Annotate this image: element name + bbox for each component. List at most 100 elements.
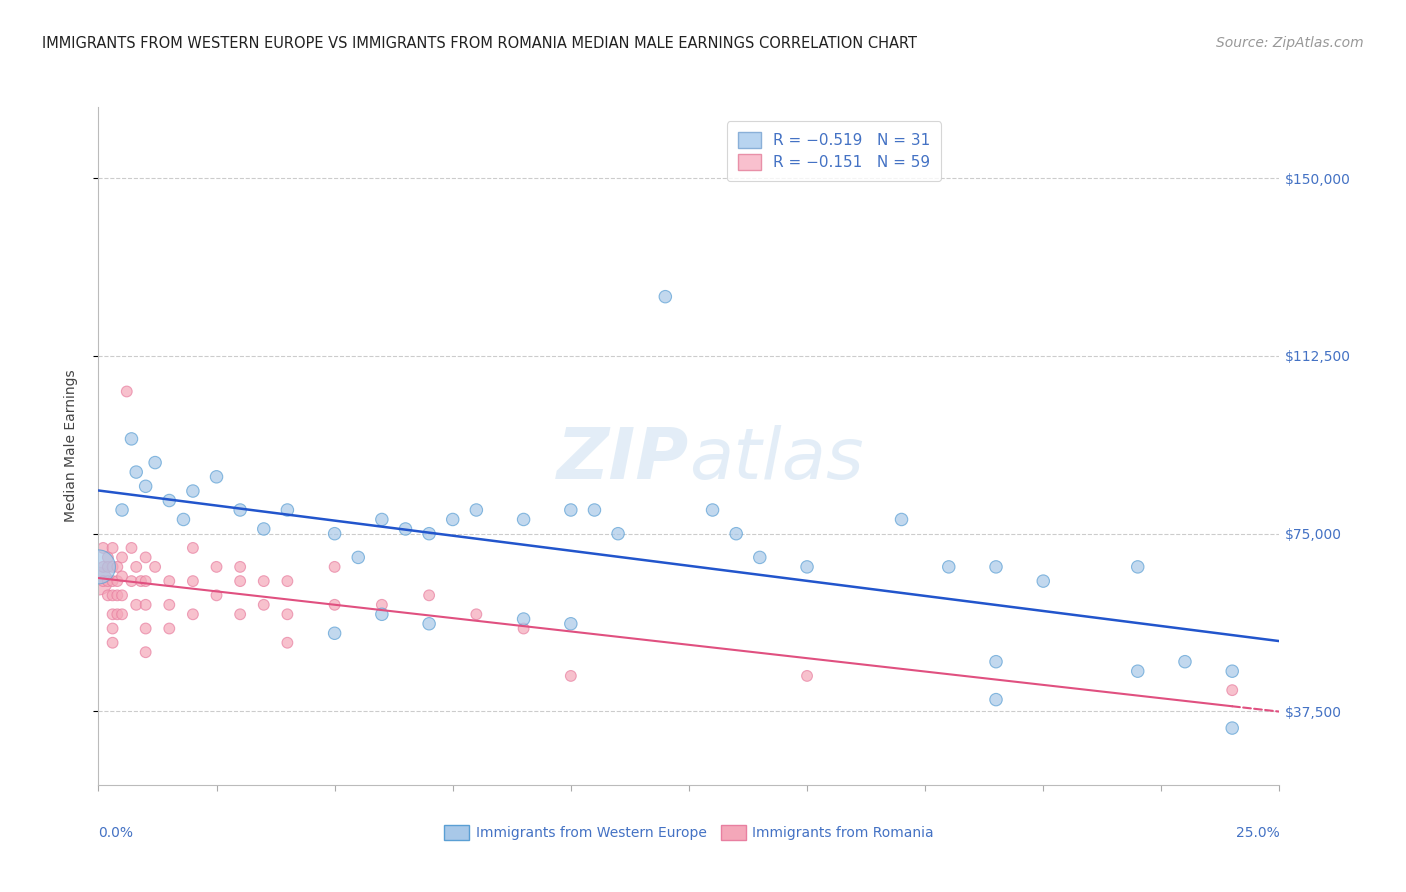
Point: [371, 512, 394, 526]
Point: [512, 512, 534, 526]
Text: Source: ZipAtlas.com: Source: ZipAtlas.com: [1216, 36, 1364, 50]
Point: [371, 607, 394, 622]
Point: [91, 541, 114, 555]
Point: [276, 503, 298, 517]
Point: [938, 560, 960, 574]
Point: [253, 574, 276, 588]
Point: [101, 636, 124, 650]
Point: [157, 493, 180, 508]
Point: [1220, 721, 1243, 735]
Point: [418, 588, 440, 602]
Point: [1220, 664, 1243, 678]
Point: [181, 607, 204, 622]
Point: [101, 607, 124, 622]
Point: [143, 456, 166, 470]
Point: [205, 470, 228, 484]
Point: [135, 622, 157, 636]
Point: [1174, 655, 1197, 669]
Point: [111, 588, 134, 602]
Point: [181, 541, 204, 555]
Point: [101, 622, 124, 636]
Text: ZIP: ZIP: [557, 425, 689, 494]
Point: [371, 598, 394, 612]
Point: [135, 598, 157, 612]
Point: [512, 622, 534, 636]
Point: [121, 541, 143, 555]
Text: atlas: atlas: [689, 425, 863, 494]
Point: [121, 432, 143, 446]
Point: [135, 574, 157, 588]
Point: [607, 526, 630, 541]
Point: [323, 598, 346, 612]
Point: [125, 560, 148, 574]
Point: [1032, 574, 1054, 588]
Point: [87, 560, 110, 574]
Point: [87, 574, 110, 588]
Point: [583, 503, 606, 517]
Point: [1220, 683, 1243, 698]
Text: IMMIGRANTS FROM WESTERN EUROPE VS IMMIGRANTS FROM ROMANIA MEDIAN MALE EARNINGS C: IMMIGRANTS FROM WESTERN EUROPE VS IMMIGR…: [42, 36, 917, 51]
Text: 0.0%: 0.0%: [98, 826, 134, 839]
Point: [1126, 560, 1149, 574]
Point: [172, 512, 194, 526]
Point: [181, 483, 204, 498]
Point: [97, 588, 120, 602]
Point: [205, 560, 228, 574]
Point: [465, 607, 488, 622]
Text: 25.0%: 25.0%: [1236, 826, 1279, 839]
Point: [229, 503, 252, 517]
Y-axis label: Median Male Earnings: Median Male Earnings: [63, 369, 77, 523]
Point: [157, 622, 180, 636]
Point: [465, 503, 488, 517]
Point: [1126, 664, 1149, 678]
Point: [143, 560, 166, 574]
Point: [418, 616, 440, 631]
Point: [135, 550, 157, 565]
Point: [748, 550, 770, 565]
Point: [796, 560, 818, 574]
Point: [135, 479, 157, 493]
Point: [984, 655, 1007, 669]
Point: [512, 612, 534, 626]
Point: [105, 588, 128, 602]
Point: [441, 512, 464, 526]
Point: [560, 669, 582, 683]
Point: [560, 616, 582, 631]
Point: [276, 636, 298, 650]
Point: [111, 503, 134, 517]
Point: [796, 669, 818, 683]
Point: [121, 574, 143, 588]
Point: [276, 607, 298, 622]
Point: [323, 526, 346, 541]
Point: [253, 522, 276, 536]
Point: [105, 607, 128, 622]
Point: [323, 626, 346, 640]
Point: [890, 512, 912, 526]
Point: [157, 574, 180, 588]
Point: [101, 560, 124, 574]
Point: [101, 541, 124, 555]
Point: [347, 550, 370, 565]
Point: [91, 574, 114, 588]
Point: [229, 574, 252, 588]
Legend: R = −0.519   N = 31, R = −0.151   N = 59: R = −0.519 N = 31, R = −0.151 N = 59: [727, 121, 941, 181]
Point: [125, 465, 148, 479]
Point: [725, 526, 748, 541]
Point: [111, 550, 134, 565]
Point: [229, 607, 252, 622]
Point: [984, 560, 1007, 574]
Point: [101, 574, 124, 588]
Point: [105, 574, 128, 588]
Point: [253, 598, 276, 612]
Point: [97, 550, 120, 565]
Point: [323, 560, 346, 574]
Point: [111, 607, 134, 622]
Point: [702, 503, 724, 517]
Point: [135, 645, 157, 659]
Point: [181, 574, 204, 588]
Point: [111, 569, 134, 583]
Point: [418, 526, 440, 541]
Point: [101, 588, 124, 602]
Point: [125, 598, 148, 612]
Point: [205, 588, 228, 602]
